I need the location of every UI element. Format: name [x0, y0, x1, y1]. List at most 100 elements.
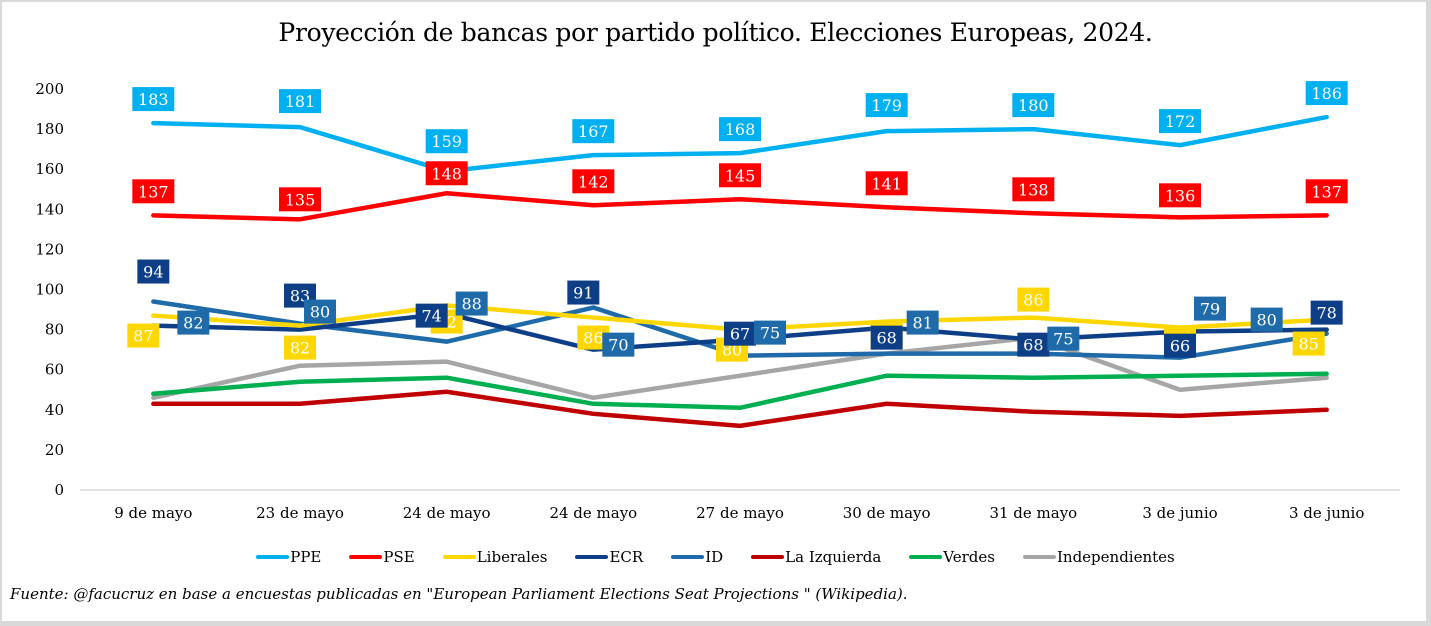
data-label: 183 — [132, 87, 175, 112]
data-label-text: 137 — [1311, 182, 1342, 201]
data-label: 75 — [1047, 326, 1080, 351]
y-tick-label: 120 — [35, 240, 64, 258]
data-label-text: 136 — [1165, 186, 1196, 205]
data-label: 86 — [1017, 287, 1050, 312]
data-label-box — [572, 169, 615, 194]
legend-label: La Izquierda — [785, 548, 882, 566]
series-line-ppe — [151, 114, 1329, 174]
data-label-text: 159 — [431, 132, 462, 151]
data-label-box — [572, 119, 615, 144]
legend-swatch — [751, 555, 785, 559]
legend-swatch — [671, 555, 705, 559]
series-line-pse — [151, 191, 1329, 222]
data-label-text: 68 — [1023, 336, 1043, 355]
data-label-text: 75 — [1053, 330, 1073, 349]
data-label-box — [1305, 179, 1348, 204]
legend: PPE PSE Liberales ECR ID La Izquierda Verdes In… — [0, 548, 1431, 566]
data-label: 142 — [572, 169, 615, 194]
data-label-box — [1012, 93, 1055, 118]
x-tick-label: 3 de junio — [1142, 504, 1217, 522]
data-label-text: 172 — [1165, 112, 1196, 131]
x-tick-label: 24 de mayo — [549, 504, 637, 522]
data-label-text: 66 — [1170, 337, 1190, 356]
data-label-box — [127, 323, 160, 348]
data-label-box — [279, 89, 321, 114]
data-label-box — [1310, 300, 1343, 325]
x-tick-label: 31 de mayo — [989, 504, 1077, 522]
data-label-text: 135 — [285, 190, 316, 209]
data-label-text: 70 — [608, 336, 628, 355]
data-label: 66 — [1164, 333, 1196, 358]
data-label: 159 — [425, 129, 468, 154]
data-label-box — [724, 321, 756, 346]
x-tick-label: 9 de mayo — [114, 504, 192, 522]
y-tick-label: 100 — [35, 281, 64, 299]
data-label: 181 — [279, 89, 321, 114]
data-label-box — [906, 310, 939, 335]
y-tick-label: 20 — [45, 441, 64, 459]
legend-item: Independientes — [1022, 548, 1175, 566]
data-label-box — [1194, 296, 1226, 321]
data-label: 91 — [567, 280, 600, 305]
data-label-text: 167 — [578, 122, 609, 141]
data-label-box — [284, 335, 316, 360]
x-tick-label: 24 de mayo — [403, 504, 491, 522]
data-label: 88 — [455, 291, 488, 316]
data-label-text: 88 — [461, 295, 481, 314]
y-tick-label: 60 — [45, 361, 64, 379]
data-label: 94 — [137, 259, 170, 284]
data-label-text: 138 — [1018, 180, 1049, 199]
legend-label: ID — [705, 548, 724, 566]
data-label-text: 81 — [912, 314, 932, 333]
data-label: 138 — [1012, 177, 1055, 202]
data-label-box — [279, 187, 321, 212]
data-label-text: 137 — [138, 182, 169, 201]
data-label-text: 94 — [143, 263, 163, 282]
y-tick-label: 40 — [45, 401, 64, 419]
data-label-box — [602, 332, 635, 357]
legend-swatch — [349, 555, 383, 559]
data-label-text: 168 — [725, 120, 756, 139]
data-label: 180 — [1012, 93, 1055, 118]
legend-swatch — [1022, 555, 1056, 559]
data-label-text: 80 — [1256, 311, 1276, 330]
data-label: 186 — [1305, 81, 1348, 106]
data-label: 82 — [284, 335, 316, 360]
legend-label: Verdes — [943, 548, 995, 566]
data-label: 80 — [304, 299, 336, 324]
data-label: 87 — [127, 323, 160, 348]
data-label-box — [1017, 287, 1050, 312]
data-label-box — [567, 280, 600, 305]
data-label-text: 87 — [133, 327, 153, 346]
data-label: 145 — [719, 163, 761, 188]
data-label-text: 68 — [876, 329, 896, 348]
data-label-box — [177, 310, 210, 335]
data-label: 79 — [1194, 296, 1226, 321]
source-note: Fuente: @facucruz en base a encuestas pu… — [10, 585, 908, 603]
legend-swatch — [442, 555, 476, 559]
data-label: 75 — [754, 320, 786, 345]
data-label-text: 145 — [725, 166, 756, 185]
series-line-independientes — [151, 335, 1329, 401]
data-label-box — [415, 303, 448, 328]
data-label: 85 — [1292, 331, 1325, 356]
data-label: 168 — [719, 117, 761, 142]
data-label-box — [132, 87, 175, 112]
data-label-box — [719, 163, 761, 188]
legend-item: La Izquierda — [751, 548, 881, 566]
y-tick-label: 160 — [35, 160, 64, 178]
data-label-text: 78 — [1316, 304, 1336, 323]
data-label: 148 — [425, 161, 468, 186]
data-label-box — [455, 291, 488, 316]
y-tick-label: 0 — [54, 481, 64, 499]
data-label: 137 — [1305, 179, 1348, 204]
data-label-text: 74 — [421, 307, 441, 326]
data-labels: 183 181 159 167 168 179 180 172 186 137 135 148 142 1… — [127, 81, 1348, 362]
data-label-box — [865, 171, 908, 196]
data-label: 81 — [906, 310, 939, 335]
data-label: 78 — [1310, 300, 1343, 325]
data-label-box — [719, 117, 761, 142]
legend-label: Liberales — [476, 548, 548, 566]
legend-item: ECR — [575, 548, 643, 566]
